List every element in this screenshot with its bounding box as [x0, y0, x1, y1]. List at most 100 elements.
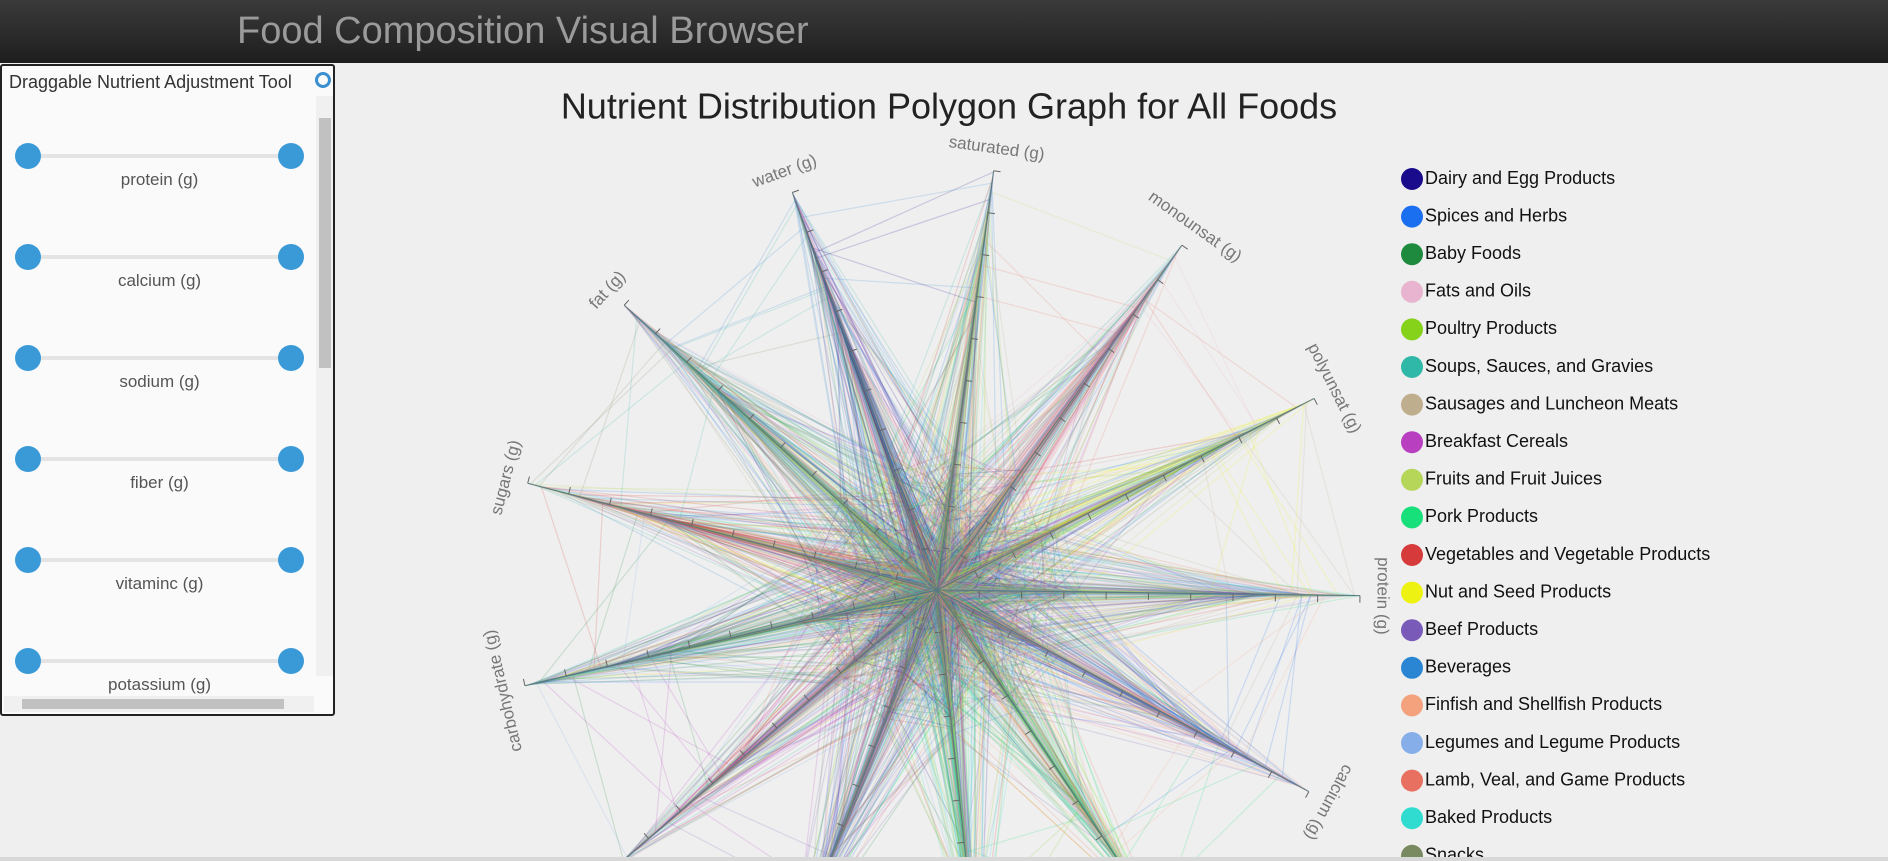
- axis-tick: [643, 832, 650, 839]
- axis-tick: [953, 463, 961, 466]
- slider-handle[interactable]: [278, 648, 304, 674]
- axis-tick: [1181, 244, 1188, 250]
- food-polygon: [683, 471, 1020, 772]
- slider-track: [28, 558, 291, 562]
- food-polygon: [649, 328, 1232, 635]
- axis-tick: [1044, 650, 1050, 657]
- axis-tick: [522, 678, 526, 686]
- axis-tick: [978, 659, 985, 665]
- food-polygon: [843, 467, 1178, 680]
- legend-label: Beef Products: [1425, 619, 1538, 639]
- axis-tick: [717, 385, 724, 392]
- axis-tick: [655, 328, 661, 335]
- axis-tick: [867, 639, 874, 646]
- axis-tick: [922, 547, 930, 551]
- food-polygon: [741, 294, 1020, 759]
- axis-tick: [900, 611, 906, 618]
- axis-tick: [961, 555, 968, 560]
- food-polygon: [684, 508, 1010, 653]
- axis-label: calcium (g): [1301, 761, 1357, 843]
- panel-toggle[interactable]: [315, 72, 331, 88]
- food-polygon: [710, 301, 1021, 786]
- scroll-thumb[interactable]: [319, 118, 331, 368]
- food-polygon: [678, 197, 1010, 664]
- slider-handle[interactable]: [15, 244, 41, 270]
- adjust-panel: Draggable Nutrient Adjustment Tool prote…: [0, 64, 335, 716]
- axis-tick: [772, 540, 776, 548]
- axis-tick: [1108, 348, 1115, 354]
- food-polygon: [848, 491, 1256, 702]
- food-polygon: [844, 506, 1339, 653]
- axis-tick: [1001, 694, 1008, 700]
- axis-tick: [646, 650, 650, 658]
- food-polygon: [821, 277, 1070, 688]
- food-polygon: [667, 504, 1011, 789]
- slider-handle[interactable]: [15, 143, 41, 169]
- axis-tick: [970, 609, 975, 617]
- slider-handle[interactable]: [278, 446, 304, 472]
- food-polygon: [898, 554, 1105, 841]
- slider-handle[interactable]: [15, 345, 41, 371]
- food-polygon: [686, 456, 1000, 708]
- axis-tick: [970, 337, 978, 340]
- slider-handle[interactable]: [15, 648, 41, 674]
- axis-tick: [728, 630, 732, 638]
- axis-tick: [1238, 436, 1243, 444]
- axis-label: sugars (g): [487, 438, 525, 517]
- axis-tick: [895, 572, 899, 580]
- slider-handle[interactable]: [15, 547, 41, 573]
- food-polygon: [639, 556, 1031, 679]
- axis-tick: [739, 750, 746, 757]
- food-polygon: [615, 505, 980, 852]
- slider-handle[interactable]: [278, 244, 304, 270]
- food-polygon: [641, 512, 1123, 857]
- axis-tick: [1049, 532, 1054, 540]
- axis-tick: [854, 561, 858, 569]
- axis-tick: [564, 669, 567, 677]
- food-polygon: [662, 249, 1179, 703]
- axis-tick: [954, 624, 961, 630]
- axis-tick: [792, 189, 800, 193]
- axis-tick: [974, 570, 979, 578]
- food-polygon: [531, 532, 1039, 857]
- chart-title: Nutrient Distribution Polygon Graph for …: [561, 86, 1337, 127]
- food-polygon: [593, 466, 1040, 678]
- horizontal-scrollbar[interactable]: [4, 696, 314, 712]
- food-polygon: [831, 515, 998, 857]
- legend-label: Dairy and Egg Products: [1425, 168, 1615, 188]
- vertical-scrollbar[interactable]: [316, 96, 333, 676]
- axis-tick: [965, 379, 973, 382]
- scroll-thumb[interactable]: [22, 699, 284, 709]
- axis-tick: [1157, 279, 1164, 285]
- axis-tick: [948, 505, 956, 508]
- food-polygon: [794, 497, 1082, 857]
- axis-tick: [1125, 494, 1130, 501]
- slider-label: sodium (g): [119, 372, 200, 391]
- slider-handle[interactable]: [278, 143, 304, 169]
- legend-label: Breakfast Cereals: [1425, 431, 1568, 451]
- axis-tick: [731, 529, 735, 537]
- legend-swatch: [1401, 280, 1423, 303]
- food-polygon: [708, 382, 1283, 652]
- food-polygon: [672, 266, 1168, 667]
- slider-handle[interactable]: [278, 345, 304, 371]
- food-polygon: [811, 400, 1310, 784]
- food-polygon: [612, 478, 1019, 857]
- slider-handle[interactable]: [15, 446, 41, 472]
- axis-tick: [948, 757, 956, 760]
- food-polygon: [882, 466, 1181, 673]
- food-polygon: [838, 501, 1315, 708]
- food-polygon: [578, 524, 1025, 857]
- food-polygon: [747, 417, 1034, 688]
- axis-tick: [1313, 398, 1318, 405]
- food-polygon: [571, 494, 988, 785]
- food-polygon: [553, 547, 1017, 708]
- food-polygon: [648, 497, 1063, 857]
- axis-tick: [1305, 791, 1310, 798]
- food-polygon: [825, 458, 1044, 857]
- legend-label: Fats and Oils: [1425, 281, 1531, 301]
- axis-tick: [527, 476, 530, 484]
- axis-label: polyunsat (g): [1304, 340, 1365, 436]
- slider-handle[interactable]: [278, 547, 304, 573]
- food-polygon: [800, 217, 1065, 647]
